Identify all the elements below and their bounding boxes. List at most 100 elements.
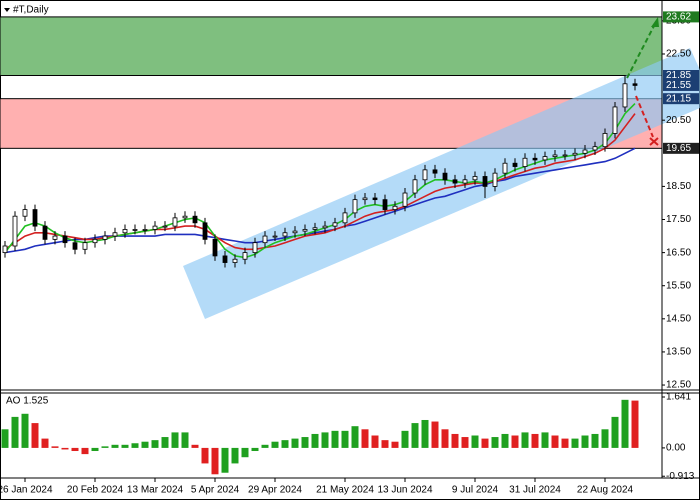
y-tick-label: 22.50 — [666, 49, 691, 60]
candle-body — [632, 83, 638, 86]
arrow-cross — [649, 137, 659, 146]
ao-bar — [1, 429, 9, 448]
candle-body — [162, 225, 168, 228]
ao-bar — [481, 438, 489, 448]
candle-body — [592, 146, 598, 151]
x-tick-label: 20 Feb 2024 — [67, 485, 124, 496]
candle-body — [192, 215, 198, 224]
candle-body — [462, 179, 468, 184]
ao-bar — [401, 430, 409, 448]
candle-body — [622, 83, 628, 108]
y-tick-label: -0.913 — [666, 471, 695, 482]
candle-body — [2, 245, 8, 254]
trend-channel — [183, 48, 700, 319]
candle-body — [242, 252, 248, 260]
x-tick-label: 22 Aug 2024 — [577, 485, 634, 496]
ao-bar — [131, 443, 139, 448]
candle-body — [262, 235, 268, 244]
y-tick-label: 13.50 — [666, 347, 691, 358]
candle-body — [62, 235, 68, 244]
candle-body — [152, 225, 158, 230]
candle-body — [72, 242, 78, 250]
moving-average — [4, 113, 636, 251]
x-tick-label: 9 Jul 2024 — [452, 485, 499, 496]
candle-body — [122, 229, 128, 234]
price-label-box — [663, 142, 699, 154]
y-tick-label: 17.50 — [666, 214, 691, 225]
candle-body — [292, 230, 298, 234]
x-tick-label: 13 Jun 2024 — [377, 485, 432, 496]
ao-bar — [611, 416, 619, 448]
arrow-head-up — [651, 17, 659, 27]
ao-bar — [161, 437, 169, 448]
candle-body — [512, 162, 518, 167]
ao-bar — [261, 444, 269, 448]
candle-body — [22, 209, 28, 217]
ao-bar — [391, 441, 399, 448]
ao-bar — [371, 435, 379, 448]
candle-body — [132, 229, 138, 231]
x-tick-label: 26 Jan 2024 — [0, 485, 53, 496]
candle-body — [82, 242, 88, 250]
candle-body — [432, 169, 438, 174]
candle-body — [482, 176, 488, 187]
ao-bar — [281, 440, 289, 448]
moving-average — [4, 103, 636, 259]
candle-body — [182, 215, 188, 219]
ao-bar — [321, 432, 329, 448]
ao-bar — [221, 447, 229, 473]
candle-body — [12, 215, 18, 247]
candle-body — [382, 199, 388, 210]
y-tick-label: 12.50 — [666, 380, 691, 391]
y-tick-label: 16.50 — [666, 247, 691, 258]
candle-body — [282, 232, 288, 237]
candle-body — [362, 197, 368, 201]
ao-bar — [211, 447, 219, 475]
ao-bar — [101, 446, 109, 448]
ao-bar — [571, 438, 579, 448]
target-arrow-down — [635, 95, 654, 138]
ao-bar — [291, 438, 299, 448]
candle-body — [142, 229, 148, 231]
ao-bar — [231, 447, 239, 464]
candle-body — [472, 176, 478, 181]
candle-body — [222, 255, 228, 263]
candle-body — [42, 225, 48, 240]
ao-bar — [301, 437, 309, 448]
y-tick-label: 18.50 — [666, 181, 691, 192]
ao-bar — [551, 435, 559, 448]
candle-body — [562, 154, 568, 157]
ao-bar — [41, 438, 49, 448]
axis-labels: 23.5022.5020.5018.5017.5016.5015.5014.50… — [0, 11, 699, 496]
chart-title: #T,Daily — [13, 5, 49, 16]
ao-bar — [541, 432, 549, 448]
candle-body — [312, 227, 318, 230]
price-label: 21.85 — [666, 70, 691, 81]
candle-body — [342, 212, 348, 224]
indicator-title: AO 1.525 — [6, 396, 49, 407]
candle-body — [372, 197, 378, 201]
ao-bar — [341, 430, 349, 448]
ao-bar — [11, 416, 19, 448]
candle-body — [302, 229, 308, 232]
candle-body — [92, 238, 98, 244]
candle-body — [442, 172, 448, 181]
ao-bar — [631, 400, 639, 448]
ao-bar — [411, 423, 419, 448]
x-tick-label: 31 Jul 2024 — [509, 485, 561, 496]
candle-body — [102, 235, 108, 240]
ao-bar — [441, 429, 449, 448]
ao-bar — [471, 435, 479, 448]
ao-bar — [351, 426, 359, 448]
price-label: 21.15 — [666, 93, 691, 104]
y-tick-label: 20.50 — [666, 115, 691, 126]
ao-bar — [591, 433, 599, 448]
candle-body — [552, 154, 558, 158]
ao-bar — [71, 447, 79, 452]
ao-bar — [491, 437, 499, 448]
ao-bar — [581, 435, 589, 448]
candle-body — [402, 192, 408, 207]
ao-bar — [171, 432, 179, 448]
ao-bar — [91, 447, 99, 452]
candle-body — [272, 235, 278, 238]
